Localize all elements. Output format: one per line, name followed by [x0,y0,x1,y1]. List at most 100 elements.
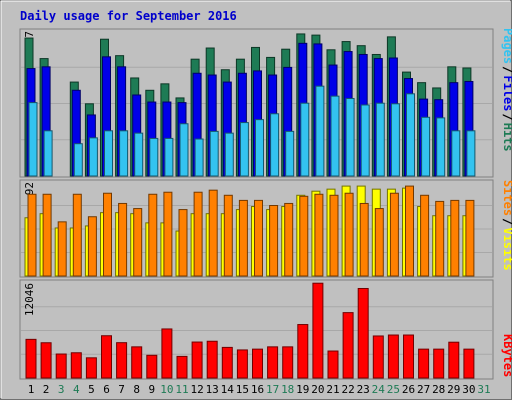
sites-bar [208,189,218,277]
pages-bar [209,130,219,177]
pages-bar [164,137,174,177]
day-label: 12 [190,383,203,396]
pages-bar [436,117,446,177]
day-label: 3 [58,383,65,396]
pages-bar [285,130,295,177]
kbytes-bar [236,349,248,379]
day-label: 19 [296,383,309,396]
sites-bar [193,191,203,277]
kbytes-bar [387,334,399,379]
pages-bar [406,93,415,177]
day-label: 16 [251,383,264,396]
pages-bar [270,113,280,177]
day-label: 8 [133,383,140,396]
sites-bar [435,200,445,277]
kbytes-bar [131,346,143,379]
kbytes-bar [463,348,475,379]
pages-bar [119,130,129,177]
legend-slash-1: / [501,66,512,73]
legend-pages: Pages [501,28,512,64]
sites-bar [87,216,97,277]
kbytes-bar [282,346,294,379]
sites-visits-bars [24,185,475,277]
kbytes-bar [312,282,324,379]
kbytes-bar [25,338,37,379]
pages-bar [149,137,159,177]
kbytes-bar [252,348,263,379]
pages-bar [421,116,431,177]
day-label: 29 [447,383,460,396]
sites-bar [148,193,158,277]
sites-bar [359,202,369,277]
day-label: 28 [432,383,445,396]
day-label: 20 [311,383,324,396]
pages-bar [73,143,83,177]
day-label: 5 [88,383,95,396]
legend-sites: Sites [501,180,512,216]
pages-bar [315,85,325,177]
kbytes-bar [433,348,445,379]
kbytes-bar [191,341,203,379]
sites-bar [374,208,384,277]
kbytes-bar [357,287,369,379]
sites-bar [314,193,324,277]
day-label: 2 [43,383,50,396]
pages-bar [239,122,249,177]
sites-bar [57,221,67,277]
sites-bar [254,199,263,277]
kbytes-bar [403,334,414,379]
day-label: 15 [236,383,249,396]
kbytes-bar [176,355,188,379]
legend-slash-3: / [501,218,512,225]
sites-bar [299,195,309,277]
sites-bar [223,194,233,277]
kbytes-bar [55,353,67,379]
bottom-axis-max-label: 12046 [23,283,36,316]
day-label: 27 [417,383,430,396]
day-label: 11 [175,383,188,396]
kbytes-bar [448,341,460,379]
kbytes-bar [161,328,173,379]
legend-kbytes: KBytes [501,334,512,377]
day-label: 26 [402,383,415,396]
sites-bar [133,208,143,277]
pages-bar [451,130,461,177]
top-legend: Pages / Files / Hits [501,28,512,152]
sites-bar [420,194,430,277]
pages-bar [390,103,400,177]
sites-bar [329,194,339,277]
kbytes-bar [297,324,309,379]
day-label: 17 [266,383,279,396]
kbytes-bars [25,282,475,379]
day-label: 10 [160,383,173,396]
day-label: 25 [387,383,400,396]
pages-bar [360,104,370,177]
kbytes-bar [40,342,52,379]
kbytes-bar [418,348,430,379]
pages-bar [300,102,310,177]
pages-bar [28,102,38,177]
kbytes-bar [327,350,339,379]
day-label: 14 [221,383,235,396]
legend-files: Files [501,75,512,111]
sites-bar [163,191,173,277]
pages-bar [375,102,385,177]
kbytes-bar [206,340,218,379]
day-label: 13 [206,383,219,396]
kbytes-bar [116,342,128,379]
day-label: 9 [148,383,155,396]
kbytes-bar [146,354,158,379]
kbytes-bar [70,352,82,379]
pages-bar [255,119,264,177]
sites-bar [389,192,399,277]
sites-bar [118,202,128,277]
kbytes-bar [101,335,112,379]
sites-bar [42,193,52,277]
sites-bar [72,193,82,277]
day-label: 18 [281,383,294,396]
day-label: 1 [28,383,35,396]
kbytes-bar [267,346,279,379]
sites-bar [178,209,188,277]
sites-bar [450,199,460,277]
